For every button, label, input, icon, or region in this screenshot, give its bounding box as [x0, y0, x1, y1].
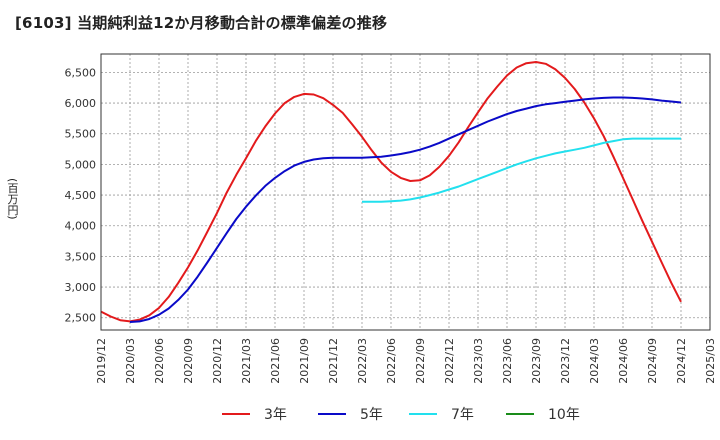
x-tick-label: 2022/12 [443, 338, 456, 384]
x-tick-label: 2024/12 [675, 338, 688, 384]
x-tick-label: 2021/09 [298, 338, 311, 384]
x-tick-label: 2021/03 [240, 338, 253, 384]
series-line-7y [362, 137, 681, 203]
x-tick-label: 2020/06 [153, 338, 166, 384]
series-line-3y [100, 61, 682, 323]
grid-lines [100, 54, 711, 330]
x-tick-label: 2020/03 [124, 338, 137, 384]
x-tick-label: 2024/09 [646, 338, 659, 384]
y-tick-label: 3,500 [65, 250, 97, 263]
y-tick-label: 6,000 [65, 97, 97, 110]
x-tick-label: 2021/12 [327, 338, 340, 384]
legend-label-7y: 7年 [451, 407, 474, 423]
chart-title: [6103] 当期純利益12か月移動合計の標準偏差の推移 [15, 14, 388, 32]
x-tick-labels: 2019/12 2020/03 2020/06 2020/09 2020/12 2021/… [95, 338, 717, 384]
y-tick-label: 4,500 [65, 189, 97, 202]
legend-label-3y: 3年 [264, 407, 287, 423]
x-tick-label: 2022/09 [414, 338, 427, 384]
x-tick-label: 2023/09 [530, 338, 543, 384]
x-tick-label: 2021/06 [269, 338, 282, 384]
y-axis-title: (百万円) [6, 178, 19, 220]
legend-label-10y: 10年 [548, 407, 580, 423]
x-tick-label: 2024/06 [617, 338, 630, 384]
y-tick-label: 3,000 [65, 281, 97, 294]
y-tick-label: 2,500 [65, 312, 97, 325]
plot-frame [100, 53, 711, 331]
y-tick-label: 5,500 [65, 128, 97, 141]
legend-label-5y: 5年 [360, 407, 383, 423]
y-tick-label: 4,000 [65, 220, 97, 233]
x-tick-label: 2020/09 [182, 338, 195, 384]
y-tick-label: 5,000 [65, 158, 97, 171]
x-tick-label: 2023/12 [559, 338, 572, 384]
legend: 3年 5年 7年 10年 [222, 407, 580, 423]
y-tick-label: 6,500 [65, 66, 97, 79]
x-tick-label: 2022/06 [385, 338, 398, 384]
series-line-5y [129, 96, 682, 323]
x-tick-label: 2025/03 [704, 338, 717, 384]
x-tick-label: 2023/03 [472, 338, 485, 384]
x-tick-label: 2023/06 [501, 338, 514, 384]
y-tick-labels: 2,500 3,000 3,500 4,000 4,500 5,000 5,500 6,000… [65, 66, 97, 324]
x-tick-label: 2024/03 [588, 338, 601, 384]
x-tick-label: 2019/12 [95, 338, 108, 384]
x-tick-label: 2020/12 [211, 338, 224, 384]
series-lines [100, 61, 682, 323]
x-tick-label: 2022/03 [356, 338, 369, 384]
